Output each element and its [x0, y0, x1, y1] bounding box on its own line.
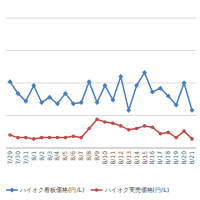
point — [151, 125, 155, 129]
plot-area — [8, 70, 195, 141]
x-tick-label: 8/14 — [133, 151, 140, 165]
x-tick-label: 8/7 — [77, 151, 84, 161]
x-tick-label: 8/19 — [172, 151, 179, 165]
x-tick-label: 8/20 — [180, 151, 187, 165]
point — [174, 136, 178, 140]
point — [8, 133, 12, 137]
x-tick-label: 7/30 — [14, 151, 21, 165]
x-tick-label: 8/21 — [188, 151, 195, 165]
point — [119, 124, 123, 128]
grid — [6, 18, 196, 148]
legend-label: ハイオク看板価格(円/L) — [19, 186, 85, 193]
point — [47, 95, 52, 100]
line — [10, 73, 192, 111]
legend-label: ハイオク実売価格(円/L) — [104, 186, 170, 193]
x-tick-label: 7/31 — [22, 151, 29, 165]
point — [55, 101, 60, 106]
point — [182, 129, 186, 133]
point — [63, 91, 68, 96]
point — [23, 99, 28, 104]
x-tick-label: 8/16 — [148, 151, 155, 165]
point — [134, 83, 139, 88]
series — [8, 70, 195, 113]
point — [174, 103, 179, 108]
point — [16, 136, 20, 140]
x-tick-label: 8/5 — [61, 151, 68, 161]
x-axis — [6, 148, 196, 149]
point — [111, 122, 115, 126]
x-tick-label: 8/13 — [125, 151, 132, 165]
point — [79, 136, 83, 140]
point — [72, 135, 76, 139]
x-tick-label: 8/3 — [46, 151, 53, 161]
point — [71, 101, 76, 106]
point — [87, 79, 92, 84]
point — [166, 131, 170, 135]
point — [166, 94, 171, 99]
legend: ハイオク看板価格(円/L) ハイオク実売価格(円/L) — [6, 186, 169, 193]
x-tick-label: 8/12 — [117, 151, 124, 165]
point — [8, 79, 13, 84]
x-tick-label: 8/10 — [101, 151, 108, 165]
x-tick-label: 8/18 — [164, 151, 171, 165]
point — [126, 108, 131, 113]
line — [10, 119, 192, 138]
x-tick-label: 8/15 — [141, 151, 148, 165]
legend-marker — [95, 188, 99, 192]
series — [8, 118, 194, 141]
point — [40, 136, 44, 140]
x-tick-label: 8/1 — [30, 151, 37, 161]
point — [158, 86, 163, 91]
legend-marker — [10, 188, 15, 193]
point — [135, 127, 139, 131]
point — [79, 100, 84, 105]
grid-line — [6, 18, 196, 19]
point — [95, 118, 99, 122]
point — [190, 137, 194, 141]
x-tick-label: 7/29 — [6, 151, 13, 165]
point — [118, 74, 123, 79]
point — [48, 136, 52, 140]
x-tick-label: 8/11 — [109, 151, 116, 165]
point — [102, 83, 107, 88]
point — [32, 137, 36, 141]
chart: 7/297/307/318/18/28/38/48/58/68/78/88/98… — [0, 0, 200, 200]
point — [127, 128, 131, 132]
x-tick-label: 8/8 — [85, 151, 92, 161]
point — [143, 124, 147, 128]
x-tick-label: 8/4 — [53, 151, 60, 161]
point — [110, 97, 115, 102]
point — [190, 108, 195, 113]
grid-line — [6, 83, 196, 84]
point — [142, 70, 147, 75]
point — [159, 132, 163, 136]
point — [87, 127, 91, 131]
grid-line — [6, 115, 196, 116]
x-tick-label: 8/17 — [156, 151, 163, 165]
point — [103, 120, 107, 124]
x-tick-label: 8/6 — [69, 151, 76, 161]
x-tick-label: 8/9 — [93, 151, 100, 161]
point — [56, 136, 60, 140]
point — [95, 100, 100, 105]
point — [15, 91, 20, 96]
point — [182, 81, 187, 86]
grid-line — [6, 50, 196, 51]
point — [31, 83, 36, 88]
x-tick-label: 8/2 — [38, 151, 45, 161]
point — [150, 90, 155, 95]
grid-line — [6, 148, 196, 149]
point — [39, 100, 44, 105]
point — [24, 136, 28, 140]
point — [64, 136, 68, 140]
